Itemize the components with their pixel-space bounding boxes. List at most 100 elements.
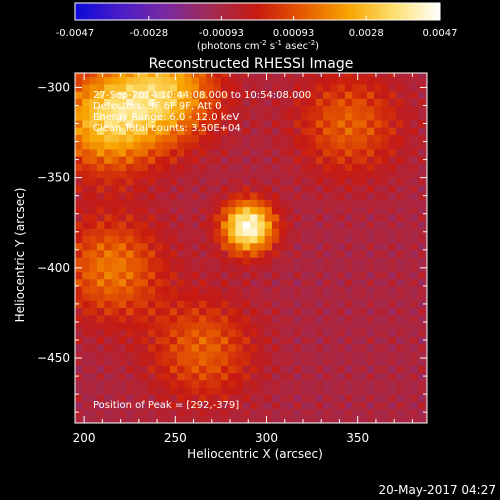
heatmap-cell bbox=[425, 141, 427, 150]
heatmap-cell bbox=[410, 177, 419, 186]
heatmap-cell bbox=[352, 264, 361, 273]
heatmap-cell bbox=[213, 293, 222, 301]
heatmap-cell bbox=[264, 343, 273, 352]
heatmap-cell bbox=[271, 98, 280, 107]
heatmap-cell bbox=[417, 105, 426, 114]
heatmap-cell bbox=[279, 148, 288, 157]
heatmap-cell bbox=[337, 350, 346, 359]
heatmap-cell bbox=[323, 314, 331, 323]
heatmap-cell bbox=[286, 336, 295, 345]
heatmap-cell bbox=[75, 105, 83, 114]
heatmap-cell bbox=[96, 401, 105, 410]
heatmap-cell bbox=[169, 307, 178, 316]
heatmap-cell bbox=[104, 141, 113, 150]
heatmap-cell bbox=[388, 73, 397, 78]
heatmap-cell bbox=[126, 105, 134, 114]
heatmap-cell bbox=[337, 192, 346, 200]
heatmap-cell bbox=[257, 307, 266, 316]
heatmap-cell bbox=[359, 184, 368, 193]
heatmap-cell bbox=[417, 73, 426, 78]
heatmap-cell bbox=[395, 321, 404, 330]
heatmap-cell bbox=[126, 199, 134, 208]
heatmap-cell bbox=[417, 321, 426, 330]
heatmap-cell bbox=[133, 379, 142, 388]
heatmap-cell bbox=[220, 228, 229, 236]
heatmap-cell bbox=[184, 300, 193, 309]
heatmap-cell bbox=[213, 285, 222, 294]
heatmap-cell bbox=[271, 372, 280, 381]
heatmap-cell bbox=[388, 155, 397, 164]
heatmap-cell bbox=[301, 199, 310, 208]
heatmap-cell bbox=[308, 293, 317, 301]
heatmap-cell bbox=[104, 264, 113, 273]
heatmap-cell bbox=[133, 307, 142, 316]
heatmap-cell bbox=[366, 394, 375, 402]
heatmap-cell bbox=[104, 350, 113, 359]
heatmap-cell bbox=[344, 112, 353, 121]
heatmap-cell bbox=[118, 300, 127, 309]
heatmap-cell bbox=[177, 177, 186, 186]
heatmap-cell bbox=[257, 249, 266, 258]
heatmap-cell bbox=[191, 112, 200, 121]
heatmap-cell bbox=[140, 401, 149, 410]
heatmap-cell bbox=[96, 119, 105, 128]
heatmap-cell bbox=[199, 372, 207, 381]
heatmap-cell bbox=[111, 386, 120, 395]
heatmap-cell bbox=[344, 408, 353, 417]
heatmap-cell bbox=[111, 127, 120, 135]
heatmap-cell bbox=[337, 300, 346, 309]
annotation-block: 27-Sep-2014 10:44:08.000 to 10:54:08.000… bbox=[93, 90, 311, 134]
heatmap-cell bbox=[140, 98, 149, 107]
heatmap-cell bbox=[366, 105, 375, 114]
y-tick-label: −350 bbox=[37, 171, 70, 185]
heatmap-cell bbox=[410, 148, 419, 157]
heatmap-cell bbox=[206, 112, 215, 121]
heatmap-cell bbox=[82, 220, 91, 229]
heatmap-cell bbox=[140, 155, 149, 164]
heatmap-cell bbox=[403, 134, 412, 143]
heatmap-cell bbox=[104, 372, 113, 381]
heatmap-cell bbox=[162, 127, 171, 135]
heatmap-cell bbox=[118, 293, 127, 301]
heatmap-cell bbox=[184, 73, 193, 78]
heatmap-cell bbox=[344, 415, 353, 423]
heatmap-cell bbox=[184, 119, 193, 128]
heatmap-cell bbox=[395, 220, 404, 229]
heatmap-cell bbox=[417, 228, 426, 236]
heatmap-cell bbox=[250, 314, 258, 323]
heatmap-cell bbox=[279, 155, 288, 164]
heatmap-cell bbox=[199, 379, 207, 388]
heatmap-cell bbox=[75, 293, 83, 301]
heatmap-cell bbox=[162, 379, 171, 388]
heatmap-cell bbox=[308, 98, 317, 107]
heatmap-cell bbox=[301, 112, 310, 121]
heatmap-cell bbox=[395, 358, 404, 366]
heatmap-cell bbox=[257, 170, 266, 179]
heatmap-cell bbox=[301, 285, 310, 294]
heatmap-cell bbox=[89, 307, 98, 316]
heatmap-cell bbox=[344, 386, 353, 395]
heatmap-cell bbox=[104, 170, 113, 179]
heatmap-cell bbox=[242, 379, 251, 388]
heatmap-cell bbox=[344, 321, 353, 330]
heatmap-cell bbox=[118, 235, 127, 244]
heatmap-cell bbox=[403, 155, 412, 164]
heatmap-cell bbox=[228, 119, 237, 128]
heatmap-cell bbox=[374, 73, 383, 78]
heatmap-cell bbox=[403, 148, 412, 157]
heatmap-cell bbox=[271, 329, 280, 338]
heatmap-cell bbox=[177, 134, 186, 143]
heatmap-cell bbox=[184, 199, 193, 208]
heatmap-cell bbox=[75, 285, 83, 294]
heatmap-cell bbox=[89, 343, 98, 352]
heatmap-cell bbox=[75, 249, 83, 258]
heatmap-cell bbox=[111, 314, 120, 323]
heatmap-cell bbox=[147, 134, 156, 143]
heatmap-cell bbox=[133, 358, 142, 366]
heatmap-cell bbox=[388, 358, 397, 366]
heatmap-cell bbox=[104, 242, 113, 251]
heatmap-cell bbox=[147, 329, 156, 338]
heatmap-cell bbox=[308, 314, 317, 323]
heatmap-cell bbox=[381, 170, 390, 179]
heatmap-cell bbox=[155, 163, 164, 172]
